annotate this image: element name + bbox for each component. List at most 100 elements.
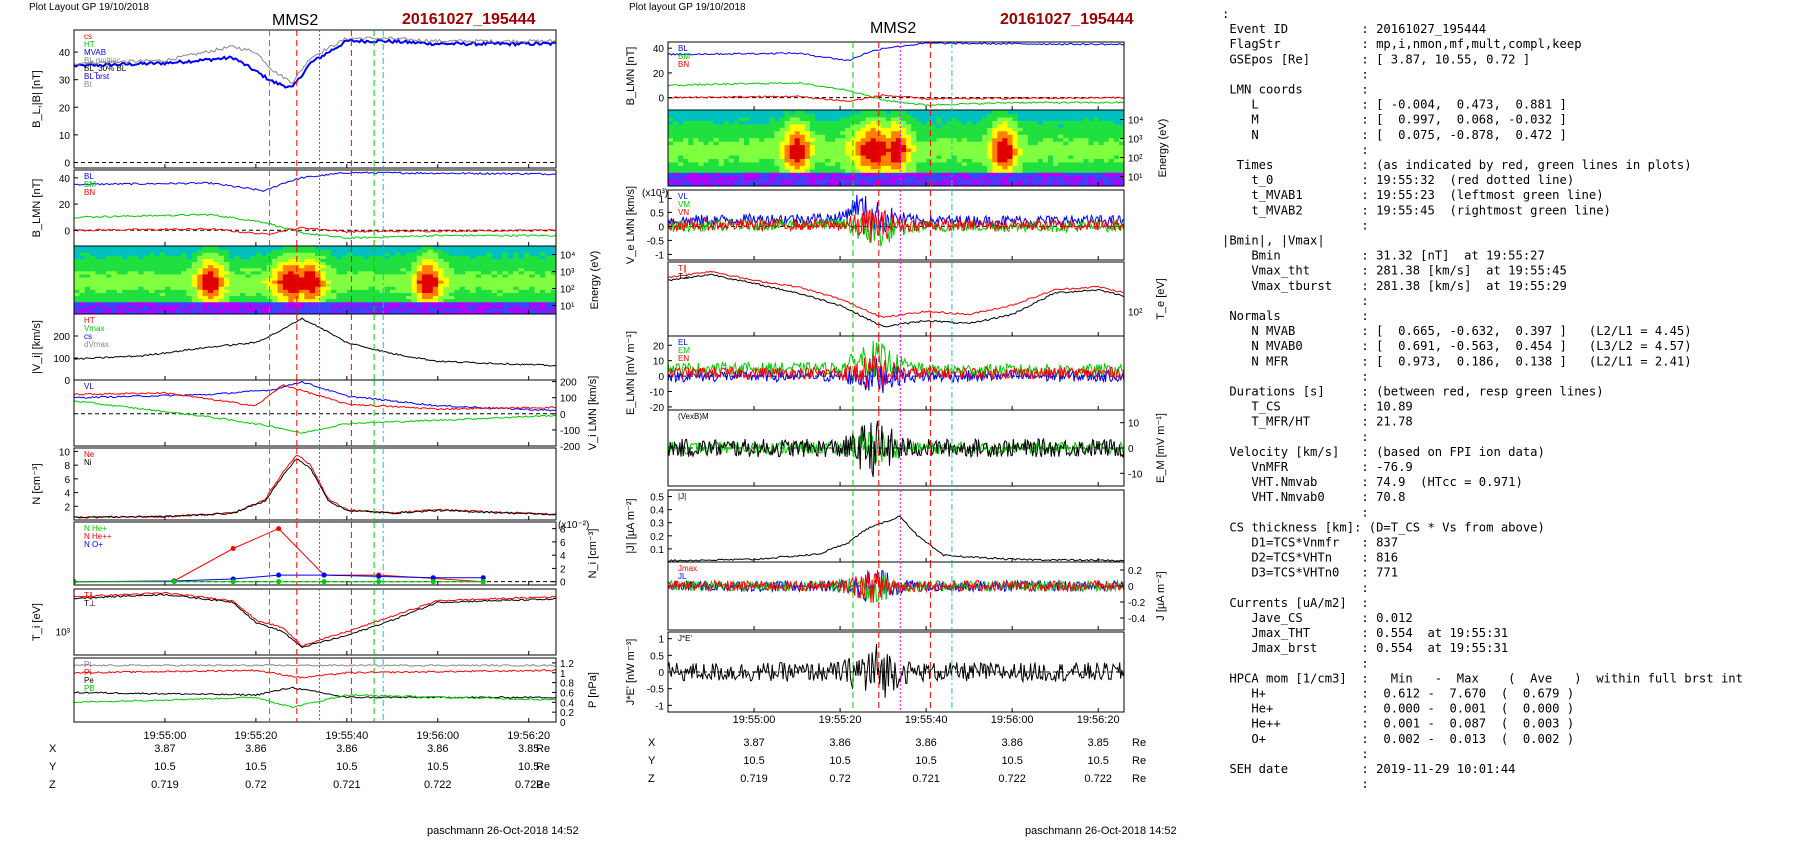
spectrogram-cell: [240, 261, 246, 266]
spectrogram-cell: [464, 249, 471, 253]
spectrogram-cell: [320, 246, 327, 250]
spectrogram-cell: [363, 295, 370, 300]
data-point: [230, 546, 236, 552]
spectrogram-cell: [132, 298, 139, 303]
spectrogram-cell: [961, 113, 968, 118]
spectrogram-cell: [804, 141, 811, 146]
spectrogram-cell: [678, 141, 684, 146]
spectrogram-cell: [336, 252, 343, 256]
spectrogram-cell: [688, 175, 694, 180]
spectrogram-cell: [181, 286, 188, 290]
spectrogram-cell: [304, 295, 311, 300]
spectrogram-cell: [513, 249, 520, 253]
spectrogram-cell: [116, 286, 123, 290]
series--vexb-m: [668, 420, 1124, 478]
spectrogram-cell: [507, 283, 514, 287]
spectrogram-cell: [298, 249, 305, 253]
spectrogram-cell: [298, 307, 305, 312]
spectrogram-cell: [331, 292, 338, 297]
spectrogram-cell: [213, 286, 220, 290]
spectrogram-cell: [718, 123, 725, 128]
spectrogram-cell: [84, 310, 91, 314]
spectrogram-cell: [550, 249, 556, 253]
spectrogram-cell: [723, 151, 730, 156]
spectrogram-cell: [229, 252, 236, 256]
spectrogram-cell: [1032, 175, 1039, 180]
spectrogram-cell: [438, 307, 445, 312]
spectrogram-cell: [138, 280, 145, 284]
spectrogram-cell: [794, 134, 801, 139]
spectrogram-cell: [352, 258, 359, 263]
middle-sat-title: MMS2: [870, 20, 916, 37]
spectrogram-cell: [116, 280, 123, 284]
ytick-label: -10: [650, 388, 665, 399]
spectrogram-cell: [1073, 151, 1079, 156]
spectrogram-cell: [997, 161, 1003, 166]
coord-row-label: Z: [648, 773, 655, 785]
spectrogram-cell: [154, 307, 161, 312]
spectrogram-cell: [282, 292, 289, 297]
spectrogram-cell: [379, 252, 386, 256]
spectrogram-cell: [84, 298, 91, 303]
spectrogram-cell: [320, 267, 327, 272]
spectrogram-cell: [1098, 151, 1105, 156]
spectrogram-cell: [668, 182, 674, 186]
spectrogram-cell: [1098, 172, 1105, 177]
spectrogram-cell: [916, 144, 922, 149]
spectrogram-cell: [749, 110, 755, 115]
spectrogram-cell: [1073, 110, 1079, 115]
spectrogram-cell: [1103, 175, 1110, 180]
spectrogram-cell: [1098, 130, 1105, 135]
spectrogram-cell: [282, 295, 289, 300]
spectrogram-cell: [759, 134, 765, 139]
spectrogram-cell: [784, 151, 791, 156]
spectrogram-cell: [906, 127, 912, 132]
spectrogram-cell: [181, 301, 188, 306]
spectrogram-cell: [814, 134, 821, 139]
spectrogram-cell: [830, 130, 836, 135]
spectrogram-cell: [814, 172, 821, 177]
spectrogram-cell: [835, 154, 841, 159]
spectrogram-cell: [1032, 116, 1039, 121]
spectrogram-cell: [769, 172, 775, 177]
spectrogram-cell: [799, 154, 806, 159]
spectrogram-cell: [961, 110, 968, 115]
panel-je: -1-0.500.51J*E' [nW m⁻³]J*E': [625, 631, 1125, 713]
series-vl: [668, 194, 1124, 235]
spectrogram-cell: [911, 151, 917, 156]
spectrogram-cell: [207, 298, 214, 303]
spectrogram-cell: [1037, 110, 1044, 115]
spectrogram-cell: [100, 295, 107, 300]
ylabel: B_L,|B| [nT]: [31, 70, 43, 128]
spectrogram-cell: [464, 298, 471, 303]
spectrogram-cell: [470, 276, 477, 281]
spectrogram-cell: [678, 144, 684, 149]
spectrogram-cell: [132, 286, 139, 290]
spectrogram-cell: [1012, 113, 1019, 118]
spectrogram-cell: [443, 292, 450, 297]
spectrogram-cell: [1032, 123, 1039, 128]
spectrogram-cell: [545, 267, 552, 272]
spectrogram-cell: [539, 249, 546, 253]
spectrogram-cell: [911, 120, 917, 125]
spectrogram-cell: [491, 289, 498, 293]
spectrogram-cell: [170, 255, 177, 259]
spectrogram-cell: [197, 270, 204, 275]
spectrogram-cell: [368, 255, 375, 259]
spectrogram-cell: [744, 179, 750, 184]
spectrogram-cell: [1053, 172, 1059, 177]
spectrogram-cell: [931, 127, 938, 132]
spectrogram-cell: [1017, 134, 1024, 139]
spectrogram-cell: [84, 276, 91, 281]
spectrogram-cell: [529, 246, 536, 250]
spectrogram-cell: [497, 252, 504, 256]
spectrogram-cell: [789, 165, 796, 170]
series-vm: [74, 400, 556, 434]
spectrogram-cell: [820, 165, 826, 170]
spectrogram-cell: [1053, 144, 1059, 149]
spectrogram-cell: [885, 123, 892, 128]
spectrogram-cell: [106, 304, 113, 309]
spectrogram-cell: [154, 276, 161, 281]
spectrogram-cell: [1002, 141, 1009, 146]
spectrogram-cell: [749, 172, 755, 177]
